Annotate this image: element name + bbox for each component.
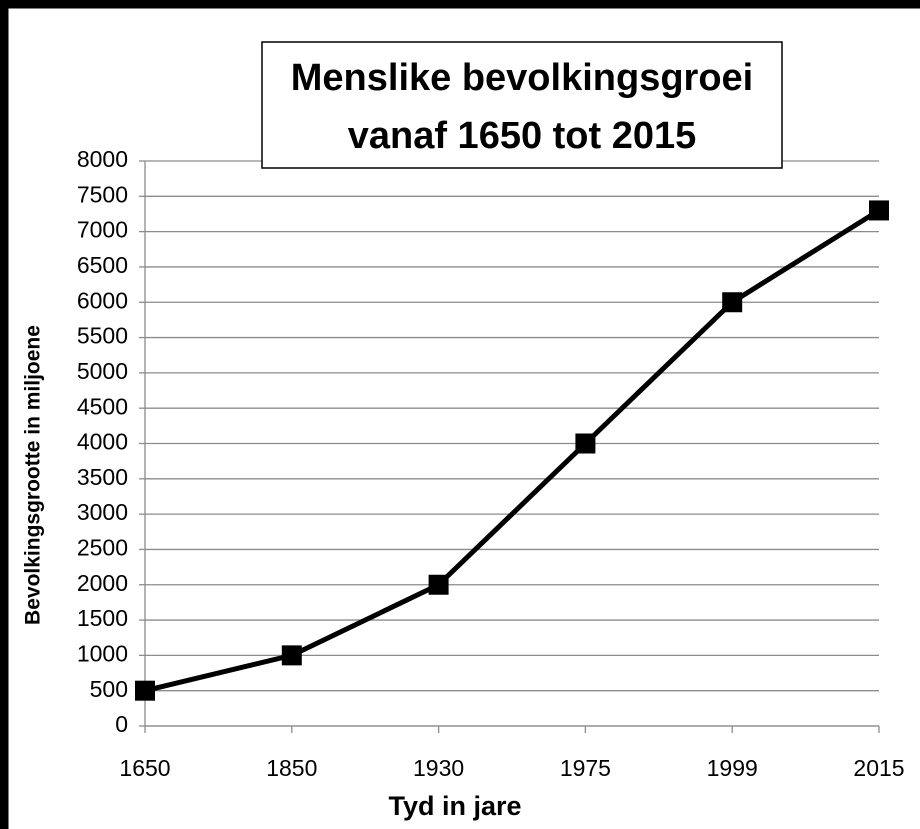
title-box [261, 41, 783, 169]
x-tick-label: 1999 [707, 755, 758, 781]
data-point [135, 680, 155, 701]
y-tick-label: 5500 [77, 323, 128, 349]
y-tick-label: 3500 [77, 464, 128, 490]
y-tick-label: 7500 [77, 181, 128, 207]
x-tick-label: 1850 [266, 755, 317, 781]
x-axis-title: Tyd in jare [388, 791, 521, 821]
y-tick-label: 8000 [77, 146, 128, 172]
y-tick-label: 6500 [77, 252, 128, 278]
data-point [281, 645, 302, 666]
y-tick-label: 7000 [77, 217, 128, 243]
y-tick-label: 3000 [77, 499, 128, 525]
x-tick-label: 1975 [560, 755, 611, 781]
y-tick-label: 2500 [77, 535, 128, 561]
x-tick-label: 1930 [413, 755, 464, 781]
y-tick-label: 4000 [77, 429, 128, 455]
chart-title: Menslike bevolkingsgroei [291, 57, 753, 99]
y-tick-label: 6000 [77, 287, 128, 313]
data-point [428, 574, 449, 595]
y-tick-label: 4500 [77, 393, 128, 419]
y-axis-title: Bevolkingsgrootte in miljoene [22, 325, 45, 625]
data-point [869, 200, 889, 221]
y-tick-label: 500 [90, 676, 128, 702]
chart-title: vanaf 1650 tot 2015 [348, 115, 697, 157]
data-point [575, 433, 596, 454]
y-tick-label: 1500 [77, 605, 128, 631]
y-tick-label: 5000 [77, 358, 128, 384]
y-tick-label: 2000 [77, 570, 128, 596]
y-tick-label: 0 [115, 711, 128, 737]
x-tick-label: 1650 [119, 755, 170, 781]
y-tick-label: 1000 [77, 640, 128, 666]
x-tick-label: 2015 [853, 755, 904, 781]
series-line [144, 208, 881, 694]
data-point [722, 292, 743, 313]
